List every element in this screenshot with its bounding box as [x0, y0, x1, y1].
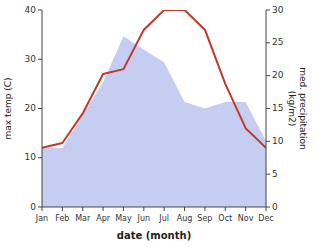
- x-axis-line: [42, 207, 266, 208]
- y-tick: [38, 207, 42, 208]
- x-tick: [62, 207, 63, 211]
- x-tick: [225, 207, 226, 211]
- y2-tick: [266, 108, 270, 109]
- x-tick-label: Dec: [258, 214, 273, 223]
- y-tick-label: 30: [25, 54, 37, 64]
- y2-tick-label: 30: [272, 5, 284, 15]
- y2-axis-label: med. precipitation(kg/m2): [287, 67, 308, 149]
- x-tick-label: Mar: [75, 214, 91, 223]
- x-tick-label: Aug: [177, 214, 193, 223]
- y-tick: [38, 108, 42, 109]
- x-tick-label: Nov: [238, 214, 254, 223]
- y2-tick: [266, 10, 270, 11]
- y2-tick: [266, 207, 270, 208]
- y-tick-label: 10: [25, 152, 37, 162]
- y-tick-label: 40: [25, 5, 37, 15]
- x-tick-label: Jun: [137, 214, 151, 223]
- x-tick: [143, 207, 144, 211]
- x-tick: [164, 207, 165, 211]
- x-tick: [204, 207, 205, 211]
- plot-area: [42, 10, 266, 207]
- y2-tick-label: 5: [272, 169, 278, 179]
- x-tick-label: May: [115, 214, 132, 223]
- y2-tick: [266, 75, 270, 76]
- x-tick-label: Oct: [218, 214, 232, 223]
- x-tick-label: Apr: [96, 214, 111, 223]
- y2-tick-label: 25: [272, 37, 283, 47]
- area: [42, 36, 266, 207]
- y2-tick-label: 15: [272, 103, 283, 113]
- y2-tick-label: 20: [272, 70, 284, 80]
- x-tick: [82, 207, 83, 211]
- y-tick-label: 0: [30, 202, 36, 212]
- line: [42, 10, 266, 148]
- x-tick-label: Feb: [55, 214, 69, 223]
- x-tick-label: Sep: [197, 214, 212, 223]
- y2-tick: [266, 42, 270, 43]
- y2-tick-label: 0: [272, 202, 278, 212]
- x-tick: [245, 207, 246, 211]
- y-axis-label: max temp (C): [3, 77, 13, 139]
- x-tick-label: Jul: [158, 214, 169, 223]
- y2-tick: [266, 174, 270, 175]
- x-tick: [103, 207, 104, 211]
- chart-container: 0 10 20 30 40 0 5 10 15 20 25 30 Jan Feb Mar Apr May Jun J…: [0, 0, 318, 247]
- y2-tick: [266, 141, 270, 142]
- y-tick: [38, 10, 42, 11]
- x-axis-label: date (month): [117, 230, 191, 241]
- y2-tick-label: 10: [272, 136, 284, 146]
- x-tick-label: Jan: [35, 214, 48, 223]
- y-tick: [38, 59, 42, 60]
- y-tick-label: 20: [25, 103, 37, 113]
- x-tick: [123, 207, 124, 211]
- y-tick: [38, 157, 42, 158]
- x-tick: [266, 207, 267, 211]
- x-tick: [42, 207, 43, 211]
- x-tick: [184, 207, 185, 211]
- chart: 0 10 20 30 40 0 5 10 15 20 25 30 Jan Feb Mar Apr May Jun J…: [0, 0, 318, 247]
